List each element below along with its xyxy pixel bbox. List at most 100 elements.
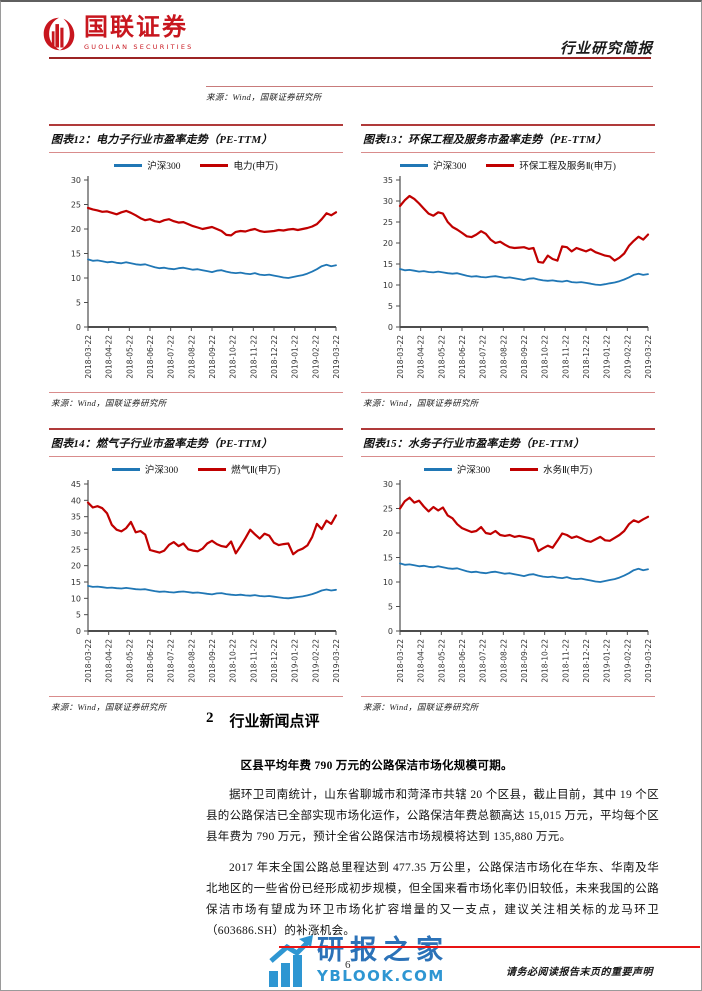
- x-tick-label: 2019-01-22: [291, 335, 300, 379]
- legend-label: 燃气Ⅱ(申万): [231, 466, 281, 476]
- report-type-label: 行业研究简报: [560, 41, 653, 57]
- series-line-1: [86, 501, 338, 556]
- figure-block-14: 图表14：燃气子行业市盈率走势（PE-TTM） 沪深300 燃气Ⅱ(申万) 0 5 1…: [49, 428, 343, 718]
- x-tick-label: 2018-11-22: [561, 639, 570, 683]
- legend-swatch: [198, 467, 227, 471]
- x-tick-label: 2018-09-22: [520, 335, 529, 379]
- x-tick-label: 2019-03-22: [332, 639, 341, 683]
- x-tick-label: 2018-03-22: [396, 639, 405, 683]
- body-paragraph: 据环卫司南统计，山东省聊城市和菏泽市共辖 20 个区县，截止目前，其中 19 个…: [206, 789, 659, 843]
- x-tick-label: 2018-07-22: [167, 335, 176, 379]
- x-tick-label: 2018-12-22: [582, 639, 591, 683]
- legend-item: 燃气Ⅱ(申万): [198, 462, 280, 476]
- line-chart-environment: 0 5 10 15 20 25 30 35 2018-03-22 2018-04-22 2018-0…: [383, 176, 653, 379]
- x-tick-label: 2019-02-22: [311, 639, 320, 683]
- legend-swatch: [400, 163, 429, 167]
- x-tick-label: 2018-05-22: [125, 639, 134, 683]
- x-tick-label: 2018-12-22: [270, 335, 279, 379]
- watermark-en: YBLOOK.COM: [317, 967, 445, 985]
- figure-source: 来源：Wind，国联证券研究所: [361, 696, 655, 718]
- x-tick-label: 2018-07-22: [479, 335, 488, 379]
- x-tick-label: 2019-02-22: [623, 335, 632, 379]
- chart-legend: 沪深300 环保工程及服务Ⅱ(申万): [361, 157, 655, 173]
- x-tick-label: 2019-03-22: [644, 335, 653, 379]
- section-title: 行业新闻点评: [229, 714, 320, 730]
- legend-swatch: [200, 163, 229, 167]
- top-figure-source: 来源：Wind，国联证券研究所: [206, 86, 653, 103]
- y-tick-label: 20: [71, 562, 81, 571]
- figure-source: 来源：Wind，国联证券研究所: [49, 696, 343, 718]
- series-line-1: [86, 206, 338, 237]
- x-tick-label: 2018-05-22: [125, 335, 134, 379]
- figure-source: 来源：Wind，国联证券研究所: [361, 392, 655, 414]
- x-tick-label: 2019-03-22: [332, 335, 341, 379]
- series-line-1: [398, 194, 650, 264]
- x-tick-label: 2018-06-22: [146, 335, 155, 379]
- line-chart-gas: 0 5 10 15 20 25 30 35 40 45 2018-03-22 2018-04-22 20…: [71, 480, 341, 683]
- y-tick-label: 0: [76, 323, 81, 332]
- x-tick-label: 2019-03-22: [644, 639, 653, 683]
- series-line-0: [399, 562, 649, 583]
- x-tick-label: 2018-09-22: [208, 639, 217, 683]
- x-tick-label: 2018-04-22: [105, 335, 114, 379]
- y-tick-label: 15: [71, 250, 81, 259]
- x-tick-label: 2019-01-22: [291, 639, 300, 683]
- legend-label: 电力(申万): [233, 162, 278, 172]
- y-tick-label: 10: [383, 281, 393, 290]
- source-text: 来源：Wind，国联证券研究所: [206, 92, 322, 102]
- x-tick-label: 2018-12-22: [270, 639, 279, 683]
- x-tick-label: 2018-03-22: [84, 335, 93, 379]
- series-line-0: [87, 258, 337, 279]
- y-tick-label: 15: [383, 554, 393, 563]
- y-tick-label: 25: [383, 505, 393, 514]
- figure-title: 图表12：电力子行业市盈率走势（PE-TTM）: [49, 126, 343, 153]
- header-rule: [49, 57, 651, 59]
- y-tick-label: 0: [76, 627, 81, 636]
- section-lead: 区县平均年费 790 万元的公路保洁市场化规模可期。: [240, 760, 513, 772]
- x-tick-label: 2019-02-22: [311, 335, 320, 379]
- chart-legend: 沪深300 燃气Ⅱ(申万): [49, 461, 343, 477]
- y-tick-label: 5: [388, 302, 393, 311]
- x-tick-label: 2018-08-22: [187, 335, 196, 379]
- figure-source: 来源：Wind，国联证券研究所: [49, 392, 343, 414]
- legend-label: 沪深300: [144, 466, 179, 476]
- legend-item: 沪深300: [400, 158, 466, 172]
- y-tick-label: 5: [76, 611, 81, 620]
- series-line-1: [398, 496, 650, 553]
- x-tick-label: 2018-10-22: [229, 335, 238, 379]
- watermark: 研报之家 YBLOOK.COM: [267, 935, 449, 987]
- figure-title: 图表13：环保工程及服务市盈率走势（PE-TTM）: [361, 126, 655, 153]
- y-tick-label: 25: [71, 201, 81, 210]
- y-tick-label: 0: [388, 323, 393, 332]
- x-tick-label: 2018-09-22: [520, 639, 529, 683]
- source-text: 来源：Wind，国联证券研究所: [363, 398, 479, 408]
- legend-swatch: [510, 467, 539, 471]
- legend-label: 水务Ⅱ(申万): [543, 466, 593, 476]
- figure-title: 图表15：水务子行业市盈率走势（PE-TTM）: [361, 430, 655, 457]
- figure-block-12: 图表12：电力子行业市盈率走势（PE-TTM） 沪深300 电力(申万) 0 5 10…: [49, 124, 343, 414]
- x-tick-label: 2018-06-22: [458, 639, 467, 683]
- y-tick-label: 20: [71, 225, 81, 234]
- legend-label: 沪深300: [456, 466, 491, 476]
- x-tick-label: 2018-12-22: [582, 335, 591, 379]
- brand-text: 国联证券 GUOLIAN SECURITIES: [84, 15, 194, 51]
- x-tick-label: 2018-07-22: [479, 639, 488, 683]
- y-tick-label: 20: [383, 239, 393, 248]
- x-tick-label: 2018-08-22: [187, 639, 196, 683]
- legend-swatch: [114, 163, 143, 167]
- figure-block-13: 图表13：环保工程及服务市盈率走势（PE-TTM） 沪深300 环保工程及服务Ⅱ(…: [361, 124, 655, 414]
- source-text: 来源：Wind，国联证券研究所: [363, 702, 479, 712]
- watermark-text: 研报之家 YBLOOK.COM: [317, 935, 449, 987]
- y-tick-label: 0: [388, 627, 393, 636]
- chart-legend: 沪深300 水务Ⅱ(申万): [361, 461, 655, 477]
- brand-logo: 国联证券 GUOLIAN SECURITIES: [41, 15, 194, 53]
- line-chart-power: 0 5 10 15 20 25 30 2018-03-22 2018-04-22 2018-05-…: [71, 176, 341, 379]
- y-tick-label: 35: [71, 513, 81, 522]
- line-chart-water: 0 5 10 15 20 25 30 2018-03-22 2018-04-22 2018-05-…: [383, 480, 653, 683]
- x-tick-label: 2018-08-22: [499, 335, 508, 379]
- legend-swatch: [486, 163, 515, 167]
- figure-title: 图表14：燃气子行业市盈率走势（PE-TTM）: [49, 430, 343, 457]
- x-tick-label: 2018-10-22: [229, 639, 238, 683]
- y-tick-label: 20: [383, 529, 393, 538]
- x-tick-label: 2018-05-22: [437, 639, 446, 683]
